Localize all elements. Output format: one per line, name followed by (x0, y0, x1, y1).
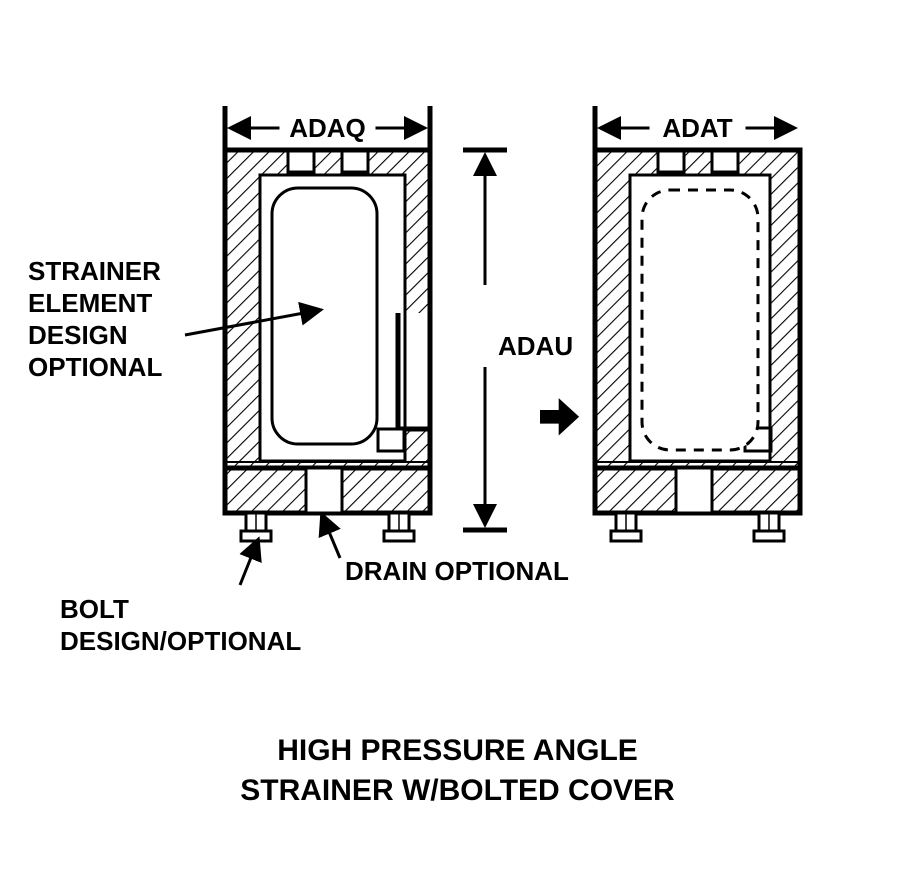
svg-text:HIGH PRESSURE ANGLE: HIGH PRESSURE ANGLE (277, 734, 638, 767)
svg-text:ADAQ: ADAQ (289, 113, 366, 143)
svg-text:STRAINER: STRAINER (28, 256, 161, 286)
svg-text:DESIGN: DESIGN (28, 320, 128, 350)
svg-text:ADAU: ADAU (498, 331, 573, 361)
svg-text:BOLT: BOLT (60, 594, 129, 624)
svg-text:DRAIN OPTIONAL: DRAIN OPTIONAL (345, 556, 569, 586)
svg-text:ADAT: ADAT (662, 113, 732, 143)
svg-text:DESIGN/OPTIONAL: DESIGN/OPTIONAL (60, 626, 301, 656)
svg-text:ELEMENT: ELEMENT (28, 288, 152, 318)
svg-text:STRAINER W/BOLTED COVER: STRAINER W/BOLTED COVER (240, 774, 675, 807)
svg-text:OPTIONAL: OPTIONAL (28, 352, 162, 382)
